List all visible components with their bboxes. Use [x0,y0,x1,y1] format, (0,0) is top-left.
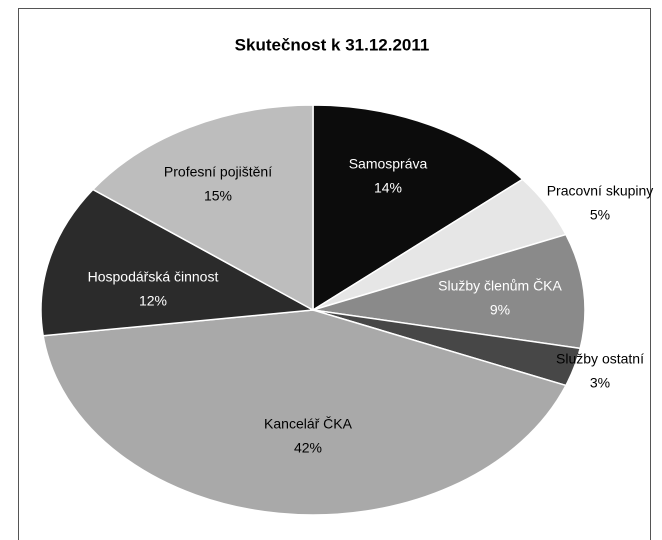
pie-slice [40,188,316,337]
slice-value: 15% [204,188,232,204]
slice-value: 3% [590,375,610,391]
slice-label: Kancelář ČKA [264,416,353,432]
slice-label: Služby členům ČKA [438,278,562,294]
pie-slice [91,104,314,312]
slice-value: 14% [374,180,402,196]
pie-slice [42,309,567,516]
slice-value: 42% [294,440,322,456]
slice-label: Hospodářská činnost [88,269,219,285]
slice-label: Pracovní skupiny [547,183,654,199]
slice-value: 9% [490,302,510,318]
pie-slice [312,233,586,350]
chart-title: Skutečnost k 31.12.2011 [235,35,430,54]
pie-slice [312,104,524,312]
slice-value: 5% [590,207,610,223]
slice-label: Samospráva [349,156,428,172]
slice-value: 12% [139,293,167,309]
slice-label: Služby ostatní [556,351,644,367]
slice-label: Profesní pojištění [164,164,272,180]
